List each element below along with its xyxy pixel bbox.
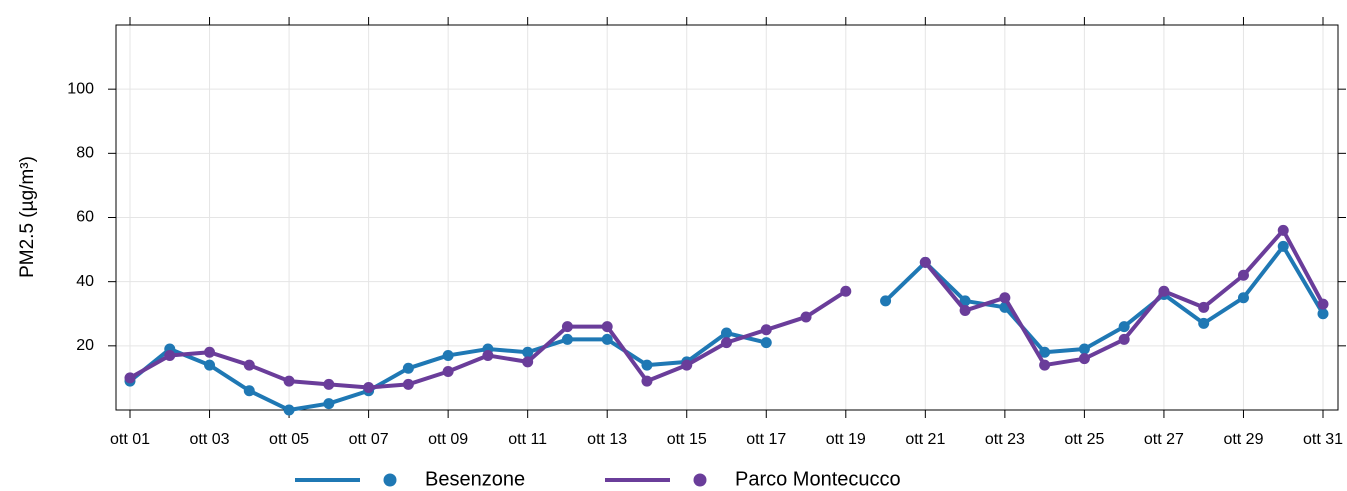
point — [1277, 240, 1289, 252]
point — [561, 333, 573, 345]
x-tick-label: ott 31 — [1303, 431, 1343, 448]
y-tick-label: 40 — [76, 273, 94, 290]
point — [1198, 301, 1210, 313]
x-tick-label: ott 01 — [110, 431, 150, 448]
point — [283, 404, 295, 416]
point — [1078, 343, 1090, 355]
point — [323, 398, 335, 410]
point — [1237, 292, 1249, 304]
x-tick-label: ott 15 — [667, 431, 707, 448]
legend-label: Besenzone — [425, 468, 525, 490]
point — [1118, 333, 1130, 345]
point — [204, 359, 216, 371]
x-tick-label: ott 21 — [905, 431, 945, 448]
point — [124, 372, 136, 384]
point — [243, 359, 255, 371]
point — [681, 359, 693, 371]
legend-marker — [693, 473, 707, 487]
series-line — [884, 244, 1325, 355]
point — [721, 337, 732, 349]
point — [442, 366, 454, 377]
point — [1237, 269, 1249, 281]
point — [999, 292, 1011, 304]
y-tick-label: 60 — [76, 209, 94, 226]
point — [323, 378, 335, 390]
point — [800, 311, 812, 323]
point — [760, 324, 772, 336]
x-tick-label: ott 13 — [587, 431, 627, 448]
x-tick-label: ott 27 — [1144, 431, 1184, 448]
point — [1039, 346, 1051, 358]
point — [1078, 353, 1090, 365]
y-tick-label: 20 — [76, 337, 94, 354]
point — [721, 327, 732, 339]
point — [522, 346, 534, 358]
plot-frame — [115, 24, 1339, 411]
x-tick-label: ott 03 — [190, 431, 230, 448]
x-tick-label: ott 29 — [1223, 431, 1263, 448]
point — [1317, 308, 1329, 320]
point — [363, 382, 375, 394]
point — [522, 356, 534, 368]
point — [482, 349, 494, 361]
point — [1158, 285, 1170, 297]
x-tick-label: ott 23 — [985, 431, 1025, 448]
point — [243, 385, 255, 397]
point — [840, 285, 852, 297]
y-tick-label: 80 — [76, 145, 94, 162]
point — [204, 346, 216, 358]
x-tick-label: ott 07 — [349, 431, 389, 448]
point — [1198, 317, 1210, 329]
point — [1039, 359, 1051, 371]
point — [1317, 298, 1329, 310]
point — [561, 321, 573, 333]
legend-label: Parco Montecucco — [735, 468, 901, 490]
point — [641, 359, 653, 371]
point — [959, 305, 971, 317]
x-tick-label: ott 25 — [1064, 431, 1104, 448]
point — [402, 362, 414, 374]
x-tick-label: ott 11 — [508, 431, 547, 448]
point — [919, 256, 931, 268]
y-tick-label: 100 — [67, 80, 94, 97]
x-tick-label: ott 19 — [826, 431, 866, 448]
point — [601, 321, 613, 333]
point — [283, 375, 295, 387]
point — [402, 378, 414, 390]
point — [601, 333, 613, 345]
legend-marker — [383, 473, 397, 487]
point — [760, 337, 772, 349]
series-line — [129, 289, 847, 390]
x-tick-label: ott 05 — [269, 431, 309, 448]
point — [442, 349, 454, 361]
point — [959, 295, 971, 307]
point — [641, 375, 653, 387]
x-tick-label: ott 09 — [428, 431, 468, 448]
x-tick-label: ott 17 — [746, 431, 786, 448]
point — [1118, 321, 1130, 333]
point — [880, 295, 892, 307]
point — [1277, 224, 1289, 236]
point — [164, 349, 176, 361]
y-axis-label: PM2.5 (µg/m³) — [17, 156, 38, 278]
